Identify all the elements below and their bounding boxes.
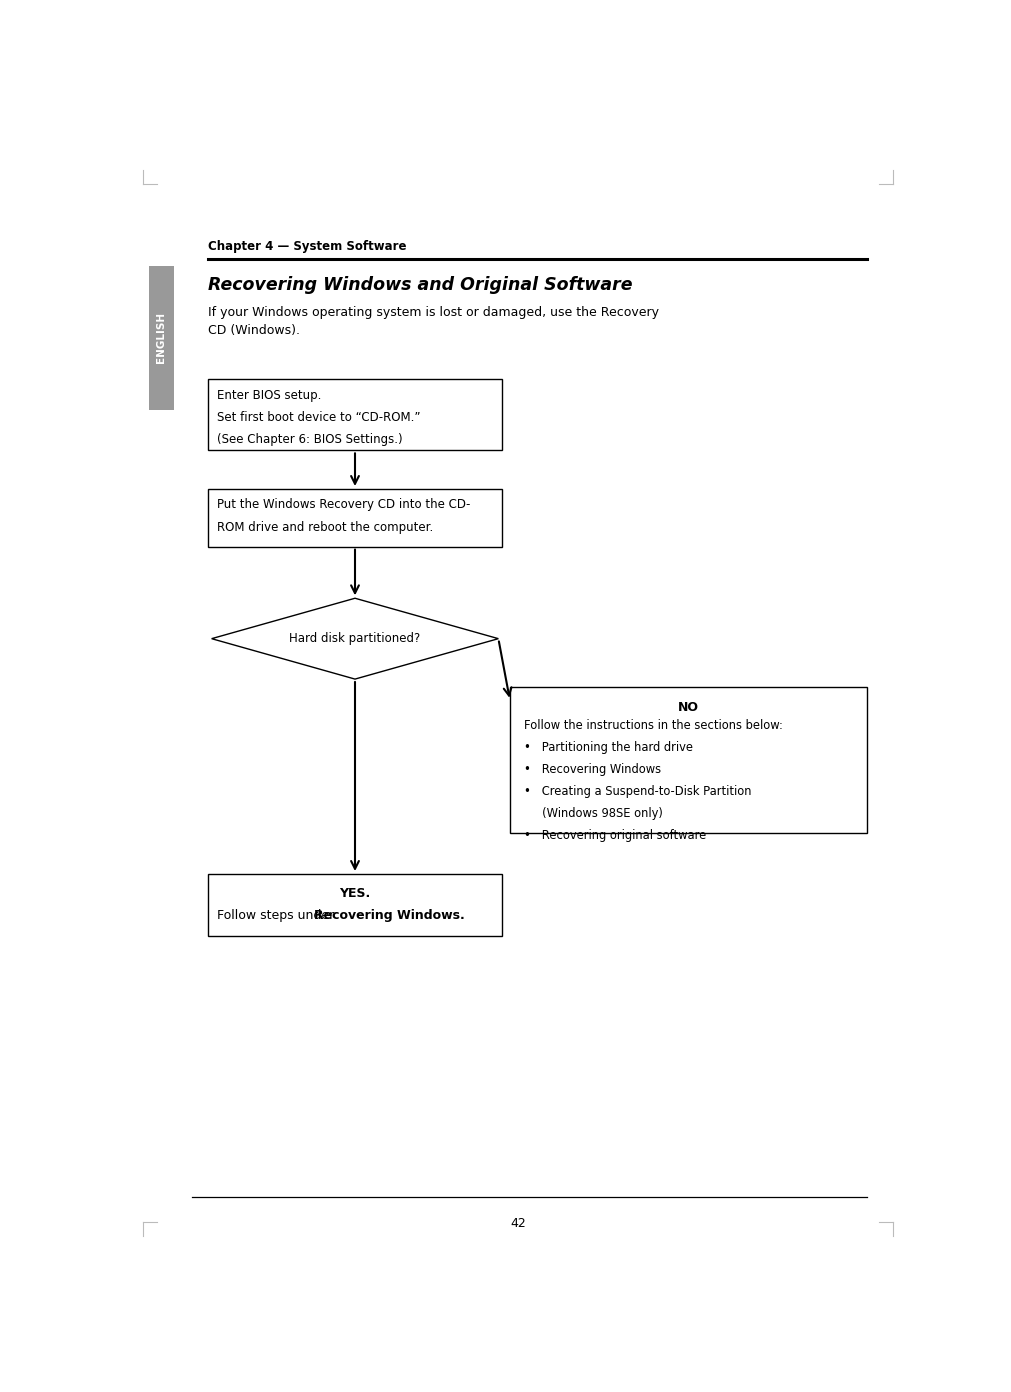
Text: (See Chapter 6: BIOS Settings.): (See Chapter 6: BIOS Settings.) (217, 433, 402, 447)
Text: (Windows 98SE only): (Windows 98SE only) (524, 807, 663, 820)
Text: NO: NO (677, 700, 699, 714)
Text: Chapter 4 — System Software: Chapter 4 — System Software (207, 241, 406, 253)
FancyBboxPatch shape (207, 379, 502, 451)
FancyBboxPatch shape (207, 874, 502, 935)
Text: Enter BIOS setup.: Enter BIOS setup. (217, 388, 321, 402)
FancyBboxPatch shape (510, 686, 866, 832)
Text: ENGLISH: ENGLISH (157, 312, 166, 363)
Text: Recovering Windows and Original Software: Recovering Windows and Original Software (207, 277, 632, 294)
Text: Set first boot device to “CD-ROM.”: Set first boot device to “CD-ROM.” (217, 411, 421, 425)
Text: ROM drive and reboot the computer.: ROM drive and reboot the computer. (217, 521, 434, 535)
Text: •   Creating a Suspend-to-Disk Partition: • Creating a Suspend-to-Disk Partition (524, 785, 751, 798)
Text: 42: 42 (511, 1217, 526, 1229)
Text: •   Recovering original software: • Recovering original software (524, 828, 707, 842)
Text: If your Windows operating system is lost or damaged, use the Recovery
CD (Window: If your Windows operating system is lost… (207, 306, 659, 337)
Text: Follow the instructions in the sections below:: Follow the instructions in the sections … (524, 720, 783, 732)
FancyBboxPatch shape (207, 489, 502, 547)
Polygon shape (211, 599, 498, 679)
Text: •   Recovering Windows: • Recovering Windows (524, 763, 661, 775)
Text: Follow steps under: Follow steps under (217, 909, 339, 923)
Text: YES.: YES. (340, 887, 371, 901)
Text: •   Partitioning the hard drive: • Partitioning the hard drive (524, 741, 693, 754)
Text: Hard disk partitioned?: Hard disk partitioned? (289, 632, 421, 644)
Text: Recovering Windows.: Recovering Windows. (314, 909, 465, 923)
FancyBboxPatch shape (149, 266, 174, 409)
Text: Put the Windows Recovery CD into the CD-: Put the Windows Recovery CD into the CD- (217, 498, 470, 511)
